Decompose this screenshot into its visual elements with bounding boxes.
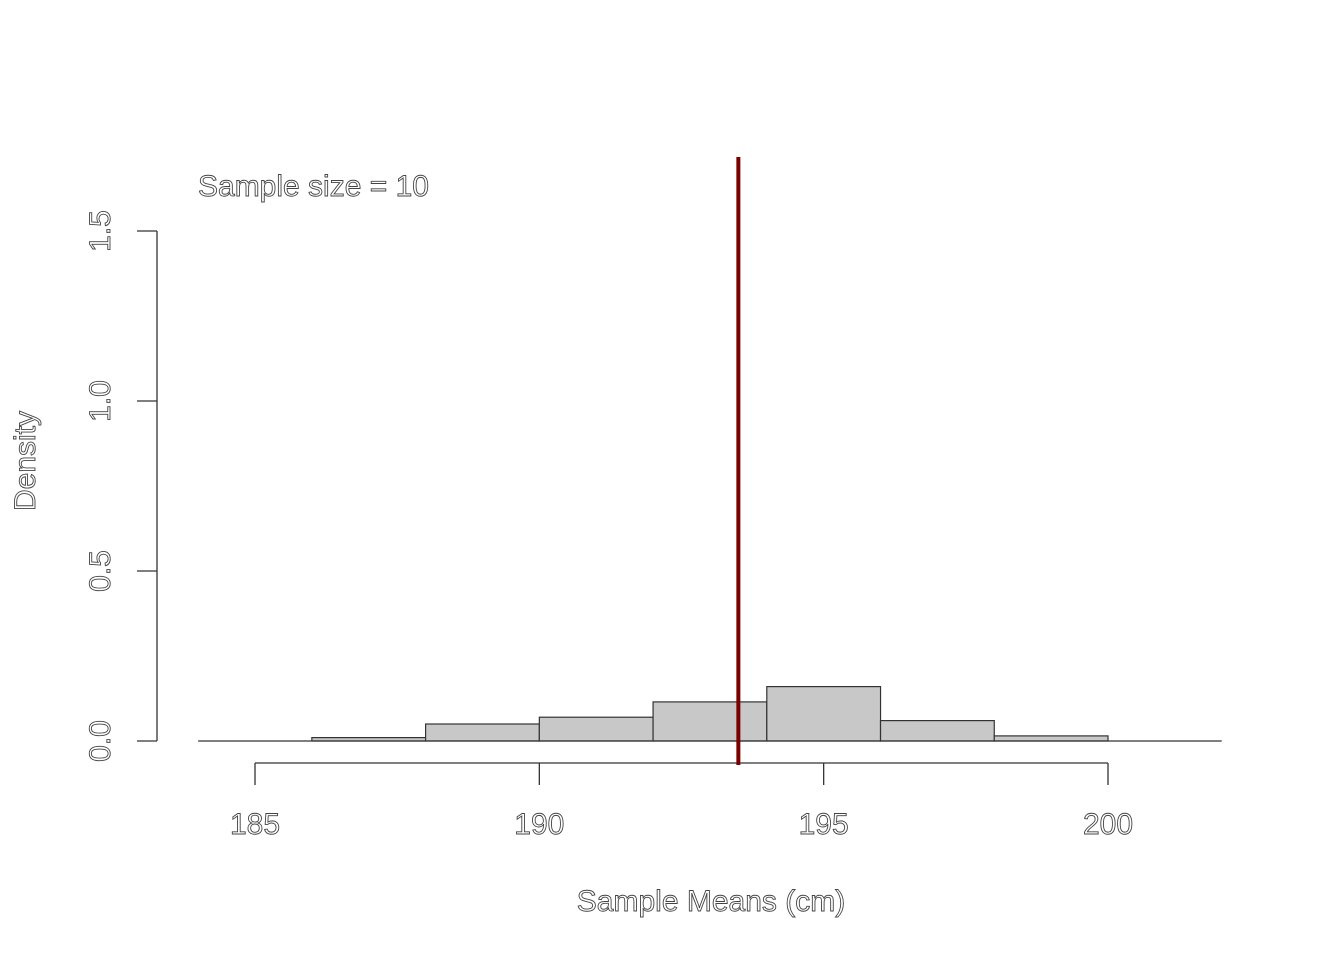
y-tick-label: 0.5 — [84, 550, 117, 592]
histogram-bar — [766, 685, 882, 742]
histogram-bar — [425, 723, 540, 742]
histogram-bars — [311, 685, 1109, 742]
histogram-bar — [652, 701, 768, 742]
histogram-bar — [879, 719, 995, 742]
y-axis-title: Density — [9, 411, 42, 511]
x-tick-label: 190 — [514, 808, 564, 841]
x-tick-label: 185 — [230, 808, 280, 841]
histogram-bar — [993, 735, 1109, 742]
x-axis: 185 190 195 200 — [230, 762, 1133, 841]
x-tick-label: 200 — [1083, 808, 1133, 841]
y-tick-label: 1.0 — [84, 380, 117, 422]
x-axis-title: Sample Means (cm) — [577, 885, 845, 918]
x-tick-label: 195 — [799, 808, 849, 841]
histogram-bar — [538, 716, 654, 742]
y-axis: 0.0 0.5 1.0 1.5 — [84, 210, 158, 762]
y-tick-label: 0.0 — [84, 720, 117, 762]
sample-size-annotation: Sample size = 10 — [198, 170, 429, 203]
y-tick-label: 1.5 — [84, 210, 117, 252]
